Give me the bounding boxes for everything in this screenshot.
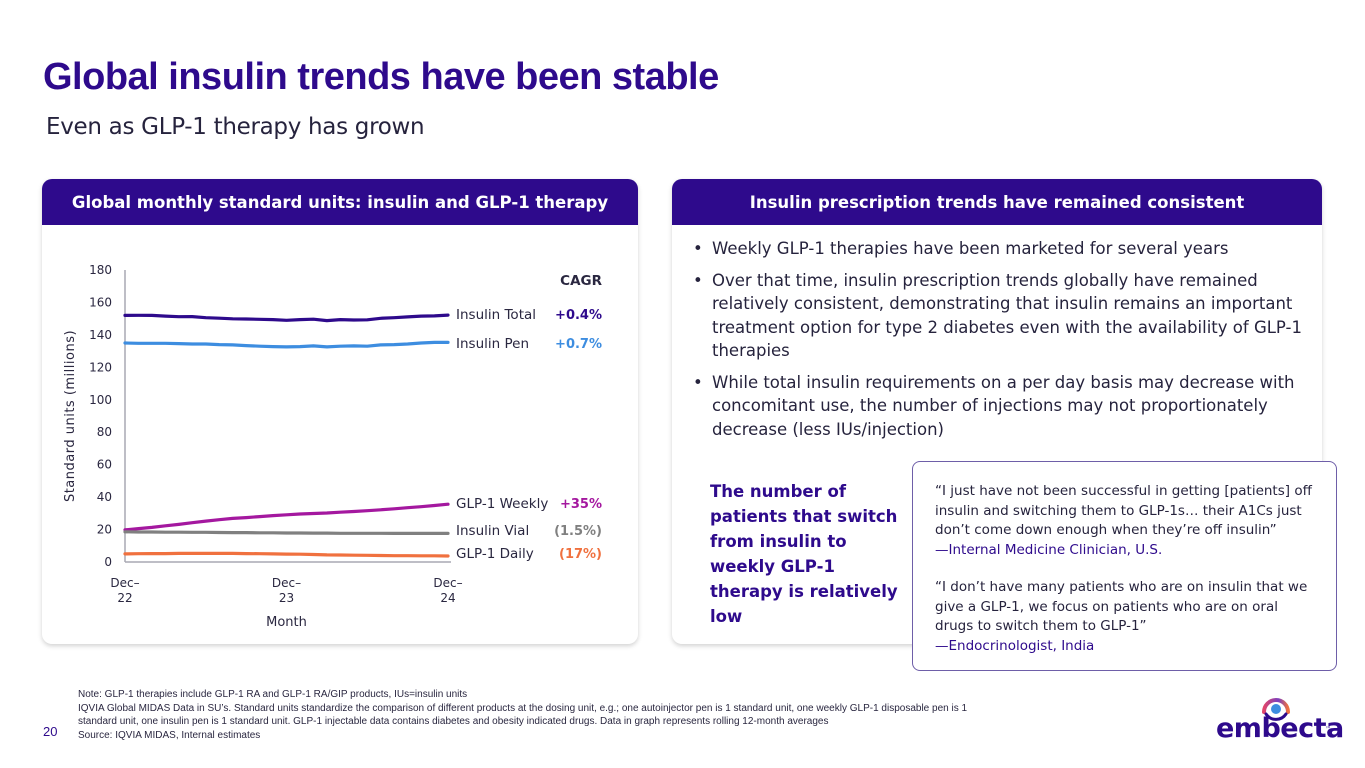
embecta-logo: embecta ™ — [1216, 696, 1344, 746]
chart-card: Global monthly standard units: insulin a… — [42, 179, 638, 644]
bullet-list: Weekly GLP-1 therapies have been markete… — [692, 237, 1312, 449]
series-lines — [123, 313, 450, 558]
series-line-glp-1-daily — [123, 551, 450, 558]
chart-card-title: Global monthly standard units: insulin a… — [42, 179, 638, 225]
y-axis-label: Standard units (millions) — [63, 330, 78, 502]
x-tick-label: Dec– 24 — [433, 576, 462, 605]
cagr-value-insulin-vial: (1.5%) — [554, 524, 602, 539]
quote-attribution: —Endocrinologist, India — [935, 637, 1095, 654]
series-line-insulin-vial — [123, 530, 450, 535]
page-subtitle: Even as GLP-1 therapy has grown — [46, 114, 425, 140]
y-tick-label: 20 — [97, 523, 112, 537]
x-tick-label: Dec– 22 — [110, 576, 139, 605]
x-axis-ticks: Dec– 22 Dec– 23 Dec– 24 — [110, 576, 462, 605]
series-line-insulin-total — [123, 313, 450, 323]
legend-label-insulin-pen: Insulin Pen — [456, 336, 529, 352]
footnote-line: IQVIA Global MIDAS Data in SU’s. Standar… — [78, 702, 968, 728]
series-line-insulin-pen — [123, 340, 450, 349]
y-tick-label: 0 — [104, 555, 112, 569]
legend-label-glp-1-daily: GLP-1 Daily — [456, 546, 534, 562]
cagr-value-glp-1-weekly: +35% — [560, 497, 602, 512]
y-tick-label: 160 — [89, 295, 112, 309]
x-tick-label: Dec– 23 — [272, 576, 301, 605]
y-tick-label: 180 — [89, 263, 112, 277]
quote-attribution: —Internal Medicine Clinician, U.S. — [935, 541, 1163, 558]
page-title: Global insulin trends have been stable — [43, 56, 719, 98]
footnotes: Note: GLP-1 therapies include GLP-1 RA a… — [78, 688, 978, 742]
x-axis-label: Month — [266, 615, 307, 630]
cagr-value-insulin-total: +0.4% — [555, 308, 602, 323]
y-tick-label: 100 — [89, 393, 112, 407]
prescription-card-title: Insulin prescription trends have remaine… — [672, 179, 1322, 225]
y-tick-label: 60 — [97, 458, 112, 472]
series-line-glp-1-weekly — [123, 502, 450, 532]
y-axis-ticks: 0 20 40 60 80 100 120 140 160 180 — [89, 263, 112, 569]
quote-text: “I don’t have many patients who are on i… — [935, 579, 1308, 634]
footnote-line: Source: IQVIA MIDAS, Internal estimates — [78, 729, 261, 741]
legend-header-cagr: CAGR — [560, 273, 602, 289]
cagr-value-glp-1-daily: (17%) — [559, 547, 602, 562]
callout-text: The number of patients that switch from … — [710, 482, 898, 626]
chart-legend: CAGR Insulin Total +0.4% Insulin Pen +0.7% G… — [456, 273, 603, 562]
quote-box: “I just have not been successful in gett… — [912, 461, 1337, 671]
bullet-item: Weekly GLP-1 therapies have been markete… — [692, 237, 1312, 261]
legend-label-glp-1-weekly: GLP-1 Weekly — [456, 496, 548, 512]
logo-mark-icon — [1262, 698, 1290, 721]
y-tick-label: 40 — [97, 490, 112, 504]
logo-trademark: ™ — [1325, 726, 1331, 733]
footnote-line: Note: GLP-1 therapies include GLP-1 RA a… — [78, 689, 468, 700]
cagr-value-insulin-pen: +0.7% — [555, 337, 602, 352]
y-tick-label: 140 — [89, 328, 112, 342]
page-number: 20 — [43, 724, 58, 739]
y-tick-label: 80 — [97, 425, 112, 439]
bullet-item: While total insulin requirements on a pe… — [692, 371, 1312, 442]
legend-label-insulin-vial: Insulin Vial — [456, 523, 529, 539]
quote-text: “I just have not been successful in gett… — [935, 483, 1312, 538]
legend-label-insulin-total: Insulin Total — [456, 307, 536, 323]
bullet-item: Over that time, insulin prescription tre… — [692, 269, 1312, 363]
logo-wordmark: embecta — [1216, 713, 1344, 744]
y-tick-label: 120 — [89, 360, 112, 374]
